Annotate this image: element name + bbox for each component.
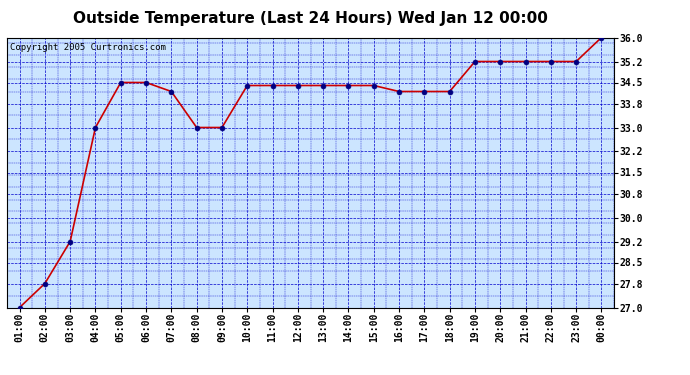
Text: Copyright 2005 Curtronics.com: Copyright 2005 Curtronics.com (10, 43, 166, 52)
Text: Outside Temperature (Last 24 Hours) Wed Jan 12 00:00: Outside Temperature (Last 24 Hours) Wed … (73, 11, 548, 26)
